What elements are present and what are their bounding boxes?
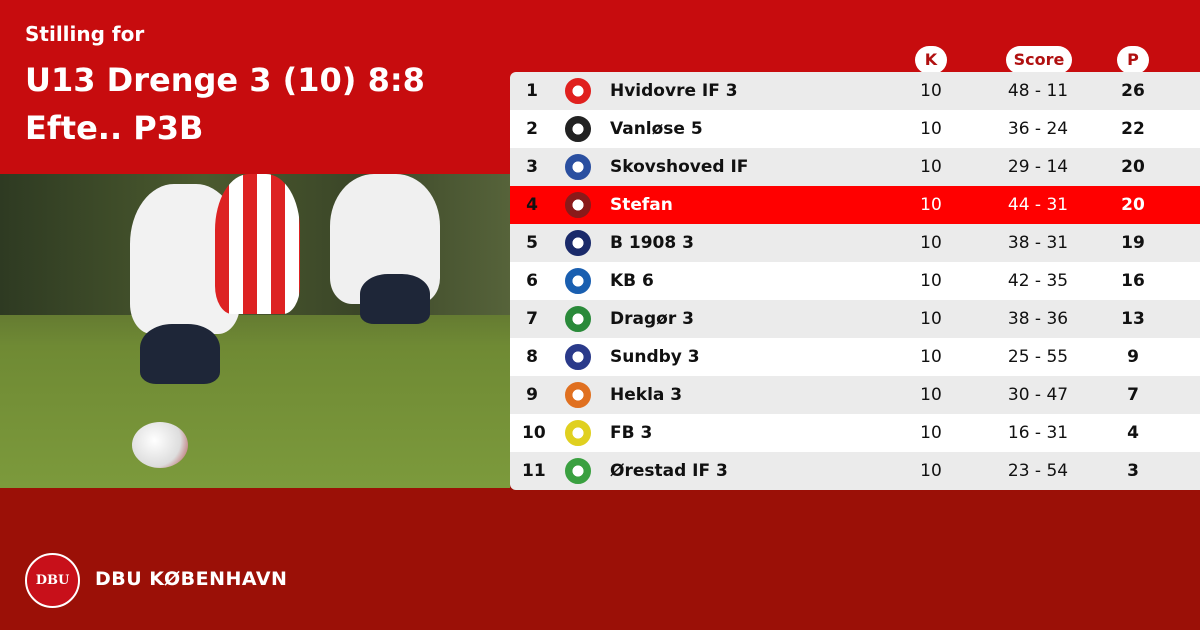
score: 38 - 36 xyxy=(1007,309,1069,329)
team-name: Hvidovre IF 3 xyxy=(610,81,738,101)
score: 38 - 31 xyxy=(1007,233,1069,253)
table-row: 9 Hekla 3 10 30 - 47 7 xyxy=(510,376,1200,414)
score: 16 - 31 xyxy=(1007,423,1069,443)
games-played: 10 xyxy=(920,157,942,177)
table-row: 4 Stefan 10 44 - 31 20 xyxy=(510,186,1200,224)
rank: 9 xyxy=(526,385,538,405)
points: 7 xyxy=(1127,385,1139,405)
table-row: 1 Hvidovre IF 3 10 48 - 11 26 xyxy=(510,72,1200,110)
games-played: 10 xyxy=(920,233,942,253)
team-name: Dragør 3 xyxy=(610,309,694,329)
team-logo-icon xyxy=(565,268,591,294)
score: 23 - 54 xyxy=(1007,461,1069,481)
score: 44 - 31 xyxy=(1007,195,1069,215)
games-played: 10 xyxy=(920,347,942,367)
rank: 4 xyxy=(526,195,538,215)
score: 30 - 47 xyxy=(1007,385,1069,405)
team-logo-icon xyxy=(565,78,591,104)
score: 29 - 14 xyxy=(1007,157,1069,177)
points: 19 xyxy=(1121,233,1145,253)
brand-name: DBU KØBENHAVN xyxy=(95,568,288,590)
team-logo-icon xyxy=(565,154,591,180)
column-header-p: P xyxy=(1117,46,1149,74)
score: 42 - 35 xyxy=(1007,271,1069,291)
points: 4 xyxy=(1127,423,1139,443)
team-logo-icon xyxy=(565,420,591,446)
table-row: 5 B 1908 3 10 38 - 31 19 xyxy=(510,224,1200,262)
dbu-logo: DBU xyxy=(25,553,80,608)
football-photo xyxy=(0,174,510,488)
subtitle: Stilling for xyxy=(25,22,145,46)
games-played: 10 xyxy=(920,81,942,101)
page-title: U13 Drenge 3 (10) 8:8 Efte.. P3B xyxy=(25,61,425,147)
points: 26 xyxy=(1121,81,1145,101)
rank: 1 xyxy=(526,81,538,101)
team-logo-icon xyxy=(565,116,591,142)
team-logo-icon xyxy=(565,382,591,408)
rank: 6 xyxy=(526,271,538,291)
rank: 11 xyxy=(522,461,546,481)
points: 13 xyxy=(1121,309,1145,329)
team-name: Stefan xyxy=(610,195,673,215)
team-name: B 1908 3 xyxy=(610,233,694,253)
points: 20 xyxy=(1121,157,1145,177)
games-played: 10 xyxy=(920,119,942,139)
team-name: Skovshoved IF xyxy=(610,157,749,177)
column-header-k: K xyxy=(915,46,947,74)
points: 3 xyxy=(1127,461,1139,481)
score: 36 - 24 xyxy=(1007,119,1069,139)
team-name: Hekla 3 xyxy=(610,385,683,405)
team-logo-icon xyxy=(565,344,591,370)
team-logo-icon xyxy=(565,230,591,256)
standings-table: 1 Hvidovre IF 3 10 48 - 11 26 2 Vanløse 5 10 36 … xyxy=(510,72,1200,490)
table-row: 3 Skovshoved IF 10 29 - 14 20 xyxy=(510,148,1200,186)
team-logo-icon xyxy=(565,306,591,332)
points: 22 xyxy=(1121,119,1145,139)
points: 16 xyxy=(1121,271,1145,291)
games-played: 10 xyxy=(920,309,942,329)
games-played: 10 xyxy=(920,271,942,291)
points: 20 xyxy=(1121,195,1145,215)
score: 25 - 55 xyxy=(1007,347,1069,367)
rank: 5 xyxy=(526,233,538,253)
table-row: 6 KB 6 10 42 - 35 16 xyxy=(510,262,1200,300)
table-row: 2 Vanløse 5 10 36 - 24 22 xyxy=(510,110,1200,148)
rank: 3 xyxy=(526,157,538,177)
games-played: 10 xyxy=(920,461,942,481)
team-logo-icon xyxy=(565,192,591,218)
rank: 8 xyxy=(526,347,538,367)
games-played: 10 xyxy=(920,385,942,405)
games-played: 10 xyxy=(920,195,942,215)
team-logo-icon xyxy=(565,458,591,484)
table-row: 11 Ørestad IF 3 10 23 - 54 3 xyxy=(510,452,1200,490)
table-row: 10 FB 3 10 16 - 31 4 xyxy=(510,414,1200,452)
team-name: Ørestad IF 3 xyxy=(610,461,728,481)
team-name: Sundby 3 xyxy=(610,347,700,367)
table-row: 7 Dragør 3 10 38 - 36 13 xyxy=(510,300,1200,338)
team-name: Vanløse 5 xyxy=(610,119,703,139)
score: 48 - 11 xyxy=(1007,81,1069,101)
rank: 10 xyxy=(522,423,546,443)
column-header-score: Score xyxy=(1006,46,1072,74)
table-row: 8 Sundby 3 10 25 - 55 9 xyxy=(510,338,1200,376)
games-played: 10 xyxy=(920,423,942,443)
team-name: KB 6 xyxy=(610,271,654,291)
points: 9 xyxy=(1127,347,1139,367)
team-name: FB 3 xyxy=(610,423,653,443)
rank: 7 xyxy=(526,309,538,329)
rank: 2 xyxy=(526,119,538,139)
